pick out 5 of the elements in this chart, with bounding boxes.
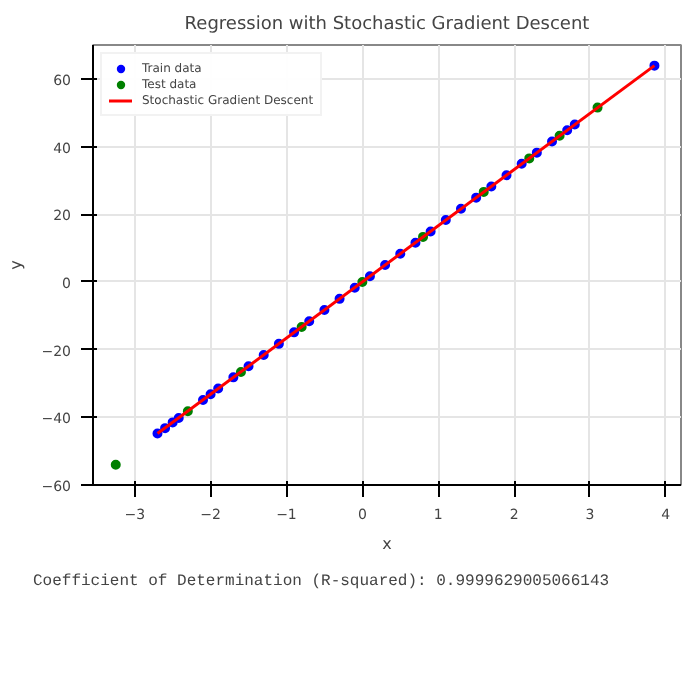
y-axis-title: y bbox=[7, 259, 26, 270]
point bbox=[110, 459, 121, 470]
x-axis-title: x bbox=[382, 535, 393, 553]
chart-title: Regression with Stochastic Gradient Descent bbox=[184, 15, 591, 35]
text: Coefficient of Determination (R-squared): 0.9999629005066143 bbox=[33, 573, 610, 591]
